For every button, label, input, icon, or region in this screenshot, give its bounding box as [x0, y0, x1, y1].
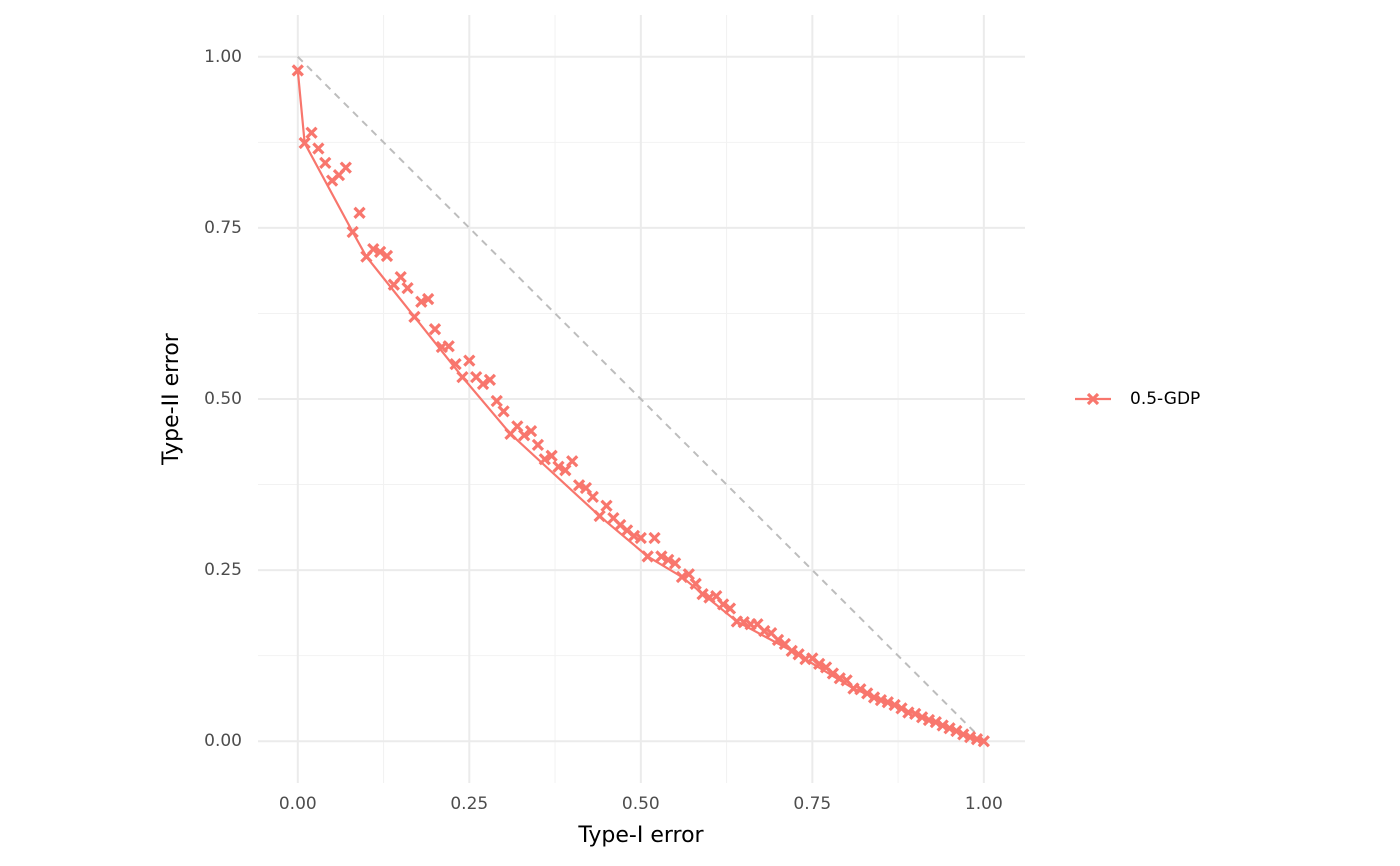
- point: [518, 429, 531, 442]
- point: [449, 357, 462, 371]
- point: [456, 370, 469, 384]
- point: [682, 568, 695, 581]
- point: [572, 479, 586, 492]
- point: [531, 438, 545, 451]
- point: [298, 136, 311, 150]
- point: [373, 245, 387, 258]
- point: [552, 460, 565, 473]
- x-tick-label: 0.25: [450, 794, 488, 814]
- point: [339, 161, 352, 174]
- point: [305, 126, 318, 139]
- point: [929, 715, 942, 729]
- point: [867, 691, 881, 704]
- y-axis-title: Type-II error: [159, 332, 184, 466]
- legend-label: 0.5-GDP: [1130, 389, 1200, 409]
- point: [483, 373, 497, 386]
- point: [463, 354, 476, 367]
- point: [943, 722, 956, 735]
- point: [957, 728, 970, 741]
- point: [353, 206, 366, 219]
- point: [593, 509, 606, 523]
- y-tick-label: 0.50: [204, 389, 242, 409]
- point: [950, 724, 963, 738]
- point: [476, 377, 490, 391]
- point: [367, 242, 380, 256]
- point: [861, 687, 874, 700]
- point: [936, 719, 949, 732]
- point: [696, 587, 709, 601]
- y-tick-label: 1.00: [204, 47, 242, 67]
- y-tick-label: 0.00: [204, 731, 242, 751]
- point: [442, 340, 455, 353]
- reference-line: [297, 56, 985, 742]
- point: [415, 295, 428, 308]
- point: [586, 490, 599, 504]
- point: [566, 455, 579, 468]
- x-tick-label: 0.50: [622, 794, 660, 814]
- point: [771, 633, 785, 647]
- point: [813, 657, 826, 671]
- x-tick-label: 1.00: [965, 794, 1003, 814]
- point: [689, 577, 702, 590]
- point: [380, 249, 394, 263]
- series-line: [296, 70, 985, 743]
- point: [881, 696, 894, 709]
- point: [888, 698, 901, 712]
- point: [655, 550, 668, 563]
- point: [895, 702, 908, 715]
- point: [915, 711, 929, 724]
- point: [394, 271, 407, 284]
- point: [490, 394, 503, 408]
- point: [785, 644, 798, 658]
- point: [401, 281, 414, 295]
- point: [634, 531, 647, 545]
- point: [641, 550, 654, 563]
- point: [909, 707, 922, 720]
- point: [291, 64, 304, 77]
- point: [600, 499, 613, 512]
- point: [668, 557, 682, 570]
- point: [648, 531, 661, 545]
- point: [675, 570, 689, 584]
- point: [319, 156, 332, 169]
- x-axis-title: Type-I error: [577, 823, 704, 848]
- point: [723, 602, 737, 615]
- x-tick-label: 0.75: [793, 794, 831, 814]
- y-tick-label: 0.25: [204, 560, 242, 580]
- point: [717, 598, 730, 611]
- legend-marker: [1086, 392, 1100, 406]
- point: [524, 425, 538, 438]
- point: [422, 292, 435, 306]
- point: [497, 405, 510, 418]
- y-tick-label: 0.75: [204, 218, 242, 238]
- point: [545, 449, 558, 462]
- x-tick-label: 0.00: [279, 794, 317, 814]
- point: [538, 453, 551, 466]
- point: [408, 310, 421, 323]
- point: [312, 142, 325, 155]
- point: [662, 553, 675, 566]
- point: [977, 735, 990, 748]
- point: [346, 225, 359, 239]
- point: [854, 683, 867, 696]
- point: [428, 323, 442, 336]
